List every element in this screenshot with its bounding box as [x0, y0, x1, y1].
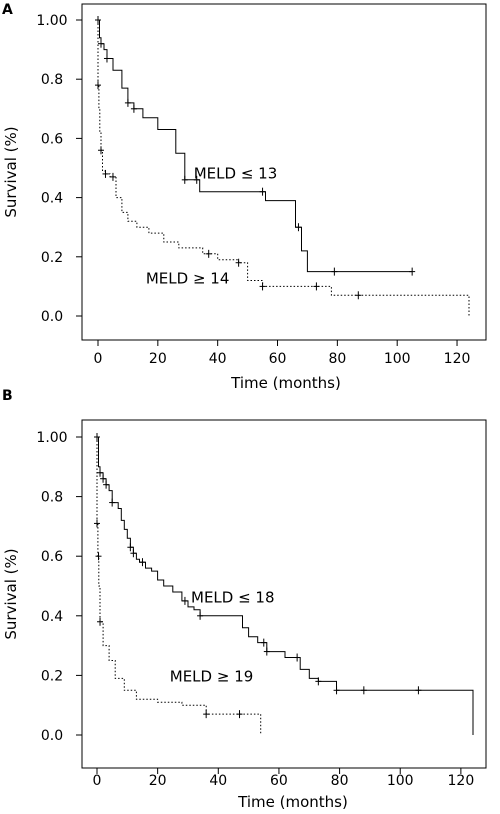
- panel-b-x-axis-title: Time (months): [237, 793, 348, 811]
- x-tick-label: 100: [384, 351, 411, 367]
- x-tick-label: 0: [94, 351, 103, 367]
- survival-curve-high-meld: [96, 437, 262, 735]
- panel-a-curves: MELD ≤ 13 MELD ≥ 14: [95, 16, 470, 316]
- panel-a-y-axis: 0.0 0.2 0.4 0.6 0.8 1.00: [36, 13, 82, 325]
- x-tick-label: 80: [331, 773, 349, 789]
- panel-b-y-axis: 0.0 0.2 0.4 0.6 0.8 1.00: [36, 430, 82, 744]
- panel-a-label: A: [2, 2, 13, 18]
- curve-label: MELD ≤ 18: [191, 588, 275, 606]
- x-tick-label: 20: [149, 351, 167, 367]
- panel-b-label: B: [2, 388, 13, 404]
- y-tick-label: 0.2: [41, 250, 63, 266]
- y-tick-label: 0.6: [41, 131, 63, 147]
- panel-b-curves: MELD ≤ 18 MELD ≥ 19: [94, 433, 474, 735]
- y-tick-label: 0.8: [41, 72, 63, 88]
- panel-b-chart: B 0 20 40 60 80 100 120 0.0 0.2 0.4 0.6 0.8 1.00 ME…: [2, 388, 487, 811]
- y-tick-label: 0.2: [41, 668, 63, 684]
- y-tick-label: 0.0: [41, 309, 63, 325]
- x-tick-label: 80: [328, 351, 346, 367]
- panel-a-y-axis-title: Survival (%): [2, 126, 20, 217]
- x-tick-label: 120: [448, 773, 475, 789]
- x-tick-label: 0: [93, 773, 102, 789]
- y-tick-label: 0.8: [41, 490, 63, 506]
- x-tick-label: 60: [270, 773, 288, 789]
- x-tick-label: 100: [387, 773, 414, 789]
- panel-a-x-axis-title: Time (months): [230, 374, 341, 392]
- x-tick-label: 40: [209, 773, 227, 789]
- curve-label: MELD ≥ 14: [146, 269, 230, 287]
- survival-curve-low-meld: [98, 19, 413, 273]
- panel-a-plot-frame: [81, 3, 487, 341]
- y-tick-label: 0.4: [41, 191, 63, 207]
- panel-b-plot-frame: [81, 419, 487, 769]
- panel-b-x-axis: 0 20 40 60 80 100 120: [93, 768, 475, 789]
- x-tick-label: 120: [444, 351, 471, 367]
- y-tick-label: 1.00: [36, 13, 67, 29]
- y-tick-label: 0.0: [41, 728, 63, 744]
- survival-curve-low-meld: [97, 436, 474, 735]
- curve-label: MELD ≤ 13: [194, 164, 278, 182]
- panel-a-x-axis: 0 20 40 60 80 100 120: [94, 340, 471, 367]
- y-tick-label: 0.6: [41, 549, 63, 565]
- x-tick-label: 40: [209, 351, 227, 367]
- y-tick-label: 0.4: [41, 609, 63, 625]
- y-tick-label: 1.00: [36, 430, 67, 446]
- panel-a-chart: A 0 20 40 60 80 100 120 0.0 0.2 0.4 0.6 0.8 1.00 ME…: [2, 2, 487, 392]
- panel-b-y-axis-title: Survival (%): [2, 548, 20, 639]
- x-tick-label: 20: [149, 773, 167, 789]
- x-tick-label: 60: [269, 351, 287, 367]
- curve-label: MELD ≥ 19: [170, 667, 254, 685]
